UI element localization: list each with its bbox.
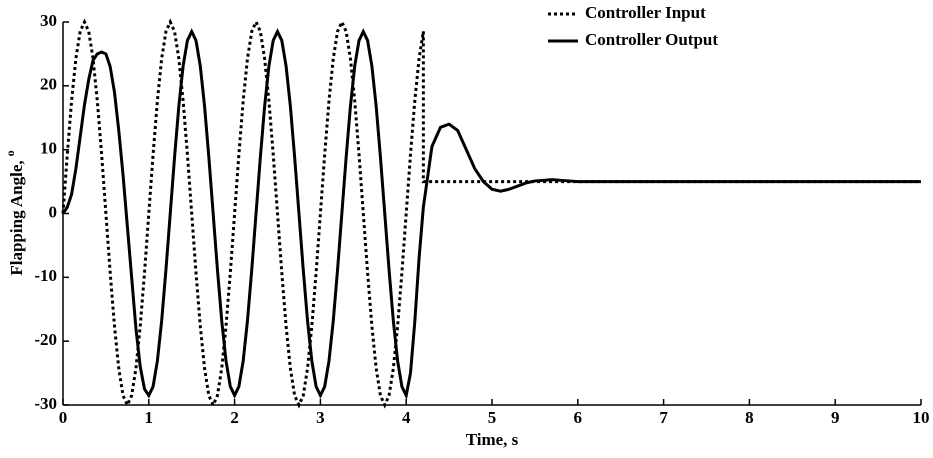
x-tick-label: 7 bbox=[659, 408, 668, 427]
x-tick-label: 10 bbox=[913, 408, 930, 427]
legend-label: Controller Output bbox=[585, 30, 718, 49]
y-tick-label: 0 bbox=[49, 202, 58, 221]
y-tick-label: 20 bbox=[40, 75, 57, 94]
x-tick-label: 8 bbox=[745, 408, 754, 427]
y-tick-label: -20 bbox=[34, 330, 57, 349]
x-tick-label: 2 bbox=[230, 408, 239, 427]
legend-label: Controller Input bbox=[585, 3, 706, 22]
series-line bbox=[61, 18, 921, 409]
x-tick-label: 1 bbox=[145, 408, 154, 427]
y-axis-label: Flapping Angle, o bbox=[3, 150, 26, 275]
y-tick-label: 10 bbox=[40, 139, 57, 158]
y-label-unit: o bbox=[3, 150, 17, 156]
x-tick-label: 6 bbox=[574, 408, 583, 427]
y-tick-label: -10 bbox=[34, 266, 57, 285]
x-tick-label: 4 bbox=[402, 408, 411, 427]
x-tick-label: 5 bbox=[488, 408, 497, 427]
y-label-text: Flapping Angle, bbox=[7, 160, 26, 275]
x-tick-label: 3 bbox=[316, 408, 325, 427]
series-line bbox=[61, 28, 921, 401]
x-tick-label: 0 bbox=[59, 408, 68, 427]
y-tick-label: 30 bbox=[40, 11, 57, 30]
x-tick-label: 9 bbox=[831, 408, 840, 427]
y-tick-label: -30 bbox=[34, 394, 57, 413]
x-axis-label: Time, s bbox=[466, 430, 519, 449]
